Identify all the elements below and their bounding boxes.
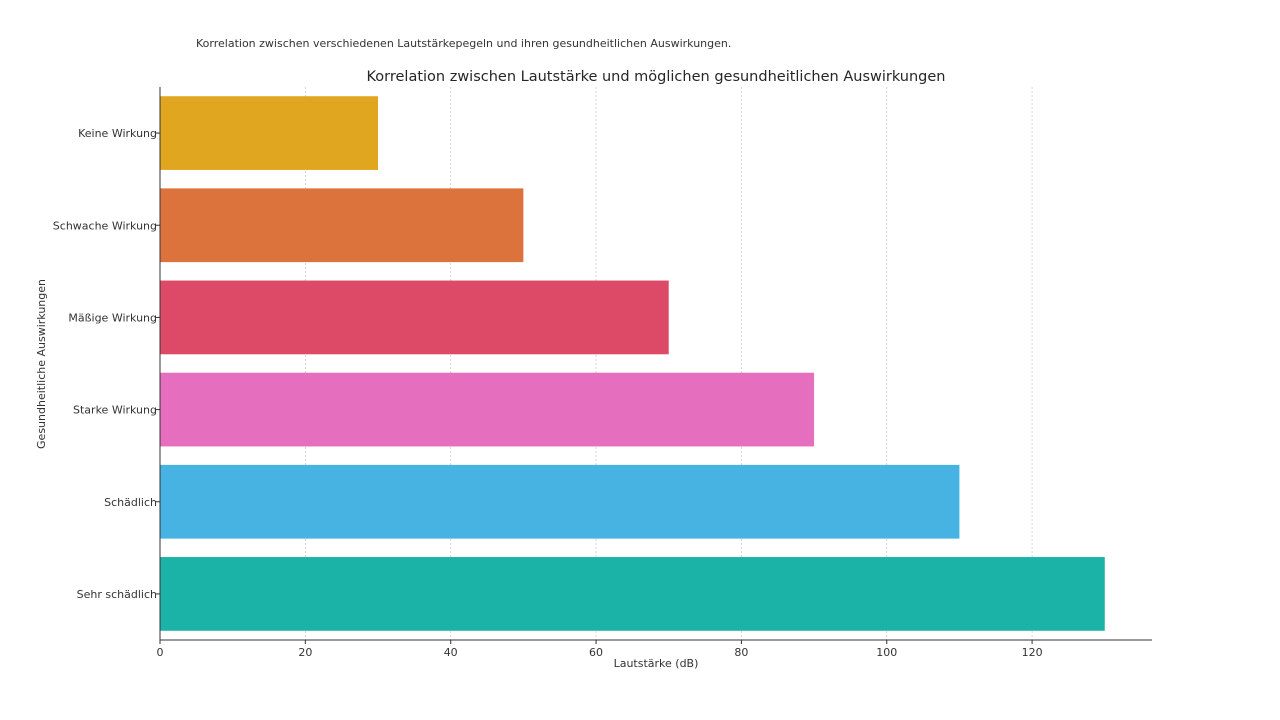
x-tick-label: 40: [444, 646, 458, 659]
y-axis-label: Gesundheitliche Auswirkungen: [35, 279, 48, 449]
x-tick-label: 0: [157, 646, 164, 659]
x-tick-labels: 0 20 40 60 80 100 120: [157, 640, 1043, 659]
bar: [160, 557, 1105, 631]
bar: [160, 372, 815, 447]
bar: [160, 280, 669, 355]
bar: [160, 188, 524, 263]
y-tick-label: Schwache Wirkung: [53, 219, 157, 232]
y-tick-label: Schädlich: [104, 496, 157, 509]
x-tick-label: 20: [298, 646, 312, 659]
chart-title: Korrelation zwischen Lautstärke und mögl…: [366, 69, 945, 85]
x-tick-label: 120: [1022, 646, 1043, 659]
x-tick-label: 60: [589, 646, 603, 659]
x-axis-label: Lautstärke (dB): [614, 657, 699, 670]
bars: [160, 96, 1105, 631]
x-tick-label: 100: [876, 646, 897, 659]
bar: [160, 464, 960, 539]
y-tick-label: Starke Wirkung: [73, 404, 157, 417]
x-tick-label: 80: [734, 646, 748, 659]
y-tick-label: Mäßige Wirkung: [68, 311, 157, 324]
bar: [160, 96, 379, 170]
y-tick-label: Sehr schädlich: [77, 588, 157, 601]
y-tick-labels: Keine Wirkung Schwache Wirkung Mäßige Wirk…: [53, 127, 160, 601]
y-tick-label: Keine Wirkung: [78, 127, 157, 140]
axes: [159, 87, 1152, 641]
chart-caption: Korrelation zwischen verschiedenen Lauts…: [196, 37, 732, 50]
grid-lines: [304, 87, 1033, 640]
